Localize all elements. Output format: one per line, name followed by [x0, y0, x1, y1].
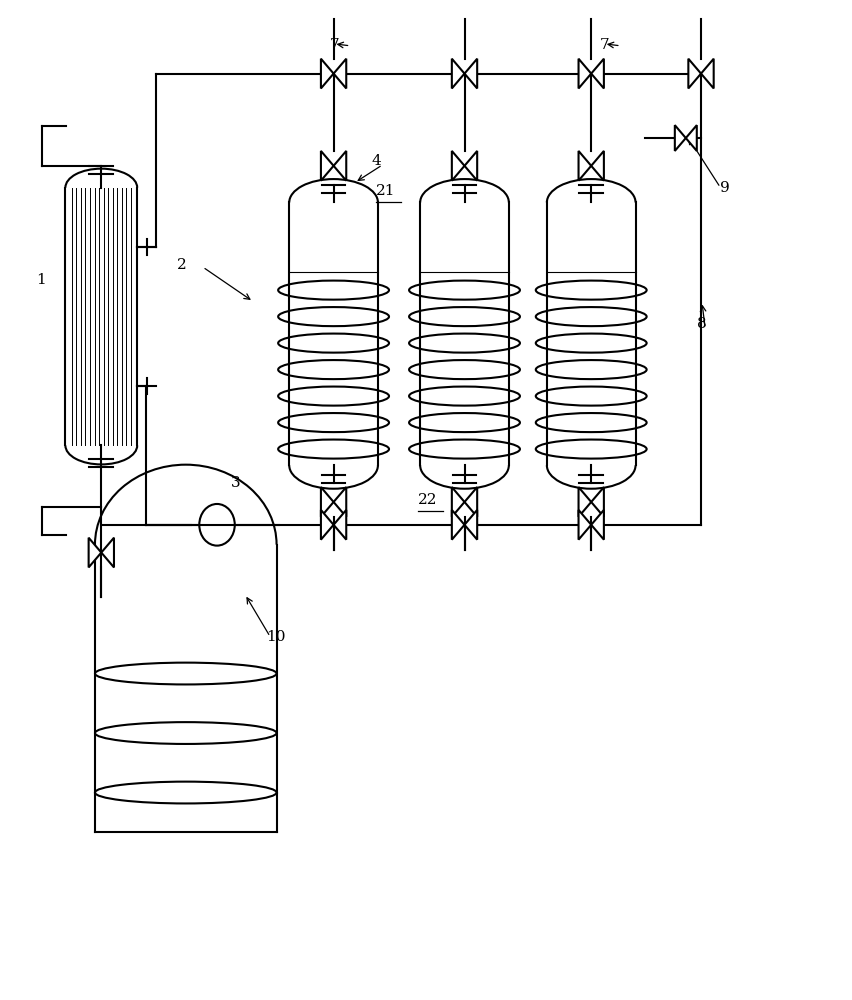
Bar [546, 202, 635, 465]
Polygon shape [674, 125, 685, 151]
Polygon shape [320, 151, 333, 181]
Text: 21: 21 [376, 184, 394, 198]
Polygon shape [688, 59, 700, 88]
Polygon shape [590, 487, 603, 517]
Text: 7: 7 [329, 38, 338, 52]
Polygon shape [333, 510, 346, 540]
Polygon shape [101, 538, 114, 567]
Bar [420, 202, 509, 465]
Polygon shape [333, 59, 346, 88]
Polygon shape [89, 538, 101, 567]
Polygon shape [452, 59, 464, 88]
Polygon shape [578, 487, 590, 517]
Bar [289, 202, 377, 465]
Polygon shape [685, 125, 696, 151]
Text: 3: 3 [230, 476, 240, 490]
Polygon shape [464, 487, 476, 517]
Polygon shape [320, 510, 333, 540]
Text: 10: 10 [266, 630, 285, 644]
Polygon shape [590, 59, 603, 88]
Polygon shape [333, 487, 346, 517]
Polygon shape [464, 151, 476, 181]
Polygon shape [578, 151, 590, 181]
Polygon shape [464, 510, 476, 540]
Text: 2: 2 [177, 258, 187, 272]
Text: 7: 7 [599, 38, 608, 52]
Text: 1: 1 [37, 273, 46, 287]
Polygon shape [452, 510, 464, 540]
Polygon shape [464, 59, 476, 88]
Text: 4: 4 [371, 154, 381, 168]
Polygon shape [590, 151, 603, 181]
Text: 9: 9 [720, 181, 729, 195]
Polygon shape [333, 151, 346, 181]
Polygon shape [320, 487, 333, 517]
Polygon shape [700, 59, 713, 88]
Polygon shape [452, 487, 464, 517]
Polygon shape [452, 151, 464, 181]
Bar [66, 188, 137, 445]
Polygon shape [320, 59, 333, 88]
Text: 22: 22 [417, 493, 437, 507]
Polygon shape [578, 59, 590, 88]
Polygon shape [578, 510, 590, 540]
Polygon shape [590, 510, 603, 540]
Text: 8: 8 [696, 317, 705, 331]
